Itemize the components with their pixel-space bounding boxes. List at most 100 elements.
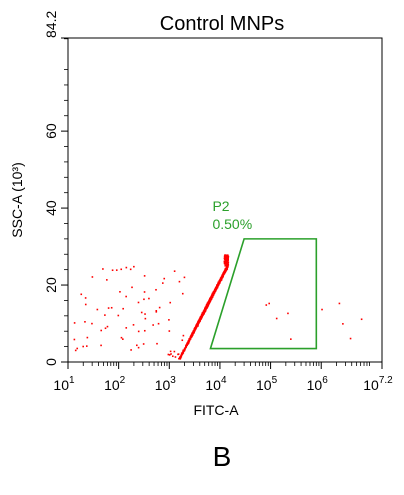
data-point <box>119 290 121 293</box>
data-point <box>82 345 84 348</box>
data-point <box>216 286 219 288</box>
data-point <box>188 341 190 343</box>
data-point <box>217 284 220 286</box>
data-point <box>227 259 229 261</box>
x-tick-label: 105 <box>256 375 278 393</box>
data-point <box>143 298 145 301</box>
data-point <box>104 314 106 316</box>
data-point <box>226 265 229 267</box>
data-point <box>130 349 132 351</box>
data-point <box>143 291 146 293</box>
data-point <box>223 271 226 273</box>
data-point <box>173 350 176 353</box>
data-point <box>84 321 86 323</box>
data-point <box>225 267 228 270</box>
data-point <box>204 309 206 312</box>
data-point <box>208 302 210 304</box>
data-point <box>225 257 228 260</box>
data-point <box>205 306 207 309</box>
data-point <box>221 275 224 278</box>
y-tick-label: 60 <box>43 123 59 139</box>
data-point <box>226 261 228 263</box>
data-point <box>182 351 185 353</box>
data-point <box>184 348 186 351</box>
gate-polygon <box>209 238 318 350</box>
data-point <box>84 303 87 306</box>
data-point <box>133 265 135 268</box>
x-axis: 101 102 103 104 105 106 107.2 <box>53 362 393 393</box>
data-point <box>102 268 104 270</box>
data-point <box>184 347 186 350</box>
data-point <box>224 254 226 256</box>
data-point <box>183 276 186 279</box>
data-point <box>200 317 202 320</box>
data-point <box>76 347 79 350</box>
data-point <box>217 283 220 285</box>
data-point <box>180 354 183 357</box>
chart-title: Control MNPs <box>160 13 284 35</box>
data-point <box>212 292 214 295</box>
data-point <box>177 353 180 355</box>
data-point <box>360 318 363 321</box>
data-point <box>143 275 146 277</box>
data-point <box>120 336 123 339</box>
data-point <box>148 297 150 300</box>
data-point <box>349 337 352 340</box>
data-point <box>202 312 204 315</box>
data-point <box>196 323 199 325</box>
data-point <box>214 289 217 291</box>
data-point <box>178 357 180 360</box>
x-tick-label: 107.2 <box>363 375 393 393</box>
data-point <box>181 292 184 295</box>
data-point <box>184 347 187 349</box>
data-point <box>187 342 190 344</box>
data-point <box>168 354 171 356</box>
data-point <box>219 280 221 283</box>
data-point <box>120 268 123 271</box>
data-point <box>181 339 184 342</box>
data-point <box>155 310 158 312</box>
plot-border <box>67 37 383 363</box>
data-point <box>169 301 172 304</box>
x-tick-label: 106 <box>307 375 329 393</box>
data-point <box>203 310 205 313</box>
x-tick-label: 104 <box>205 375 227 393</box>
data-point <box>173 270 176 272</box>
data-point <box>111 269 114 272</box>
data-point <box>168 330 171 332</box>
data-point <box>91 276 94 278</box>
data-point <box>287 312 289 315</box>
data-point <box>136 344 138 347</box>
data-point <box>212 294 214 296</box>
data-point <box>224 255 227 257</box>
data-point <box>265 304 268 306</box>
data-point <box>226 263 229 265</box>
data-point <box>122 338 124 340</box>
data-point <box>110 306 113 309</box>
data-point <box>168 319 170 321</box>
data-point <box>191 334 193 337</box>
data-point <box>208 301 210 303</box>
data-point <box>206 304 209 306</box>
plot-frame <box>67 37 383 363</box>
data-point <box>191 332 194 335</box>
data-point <box>96 308 99 311</box>
data-point <box>201 315 204 317</box>
data-point <box>142 343 145 345</box>
data-point <box>218 281 221 284</box>
data-point <box>188 339 191 342</box>
data-point <box>338 302 341 305</box>
data-point <box>209 299 211 302</box>
data-point <box>167 353 170 356</box>
data-point <box>321 308 323 311</box>
data-point <box>73 338 76 341</box>
data-point <box>225 264 228 267</box>
data-point <box>182 334 185 337</box>
data-point <box>225 263 228 265</box>
data-point <box>227 261 230 264</box>
data-point <box>223 257 226 260</box>
data-point <box>155 288 157 291</box>
data-point <box>226 256 229 258</box>
data-point <box>193 329 195 332</box>
